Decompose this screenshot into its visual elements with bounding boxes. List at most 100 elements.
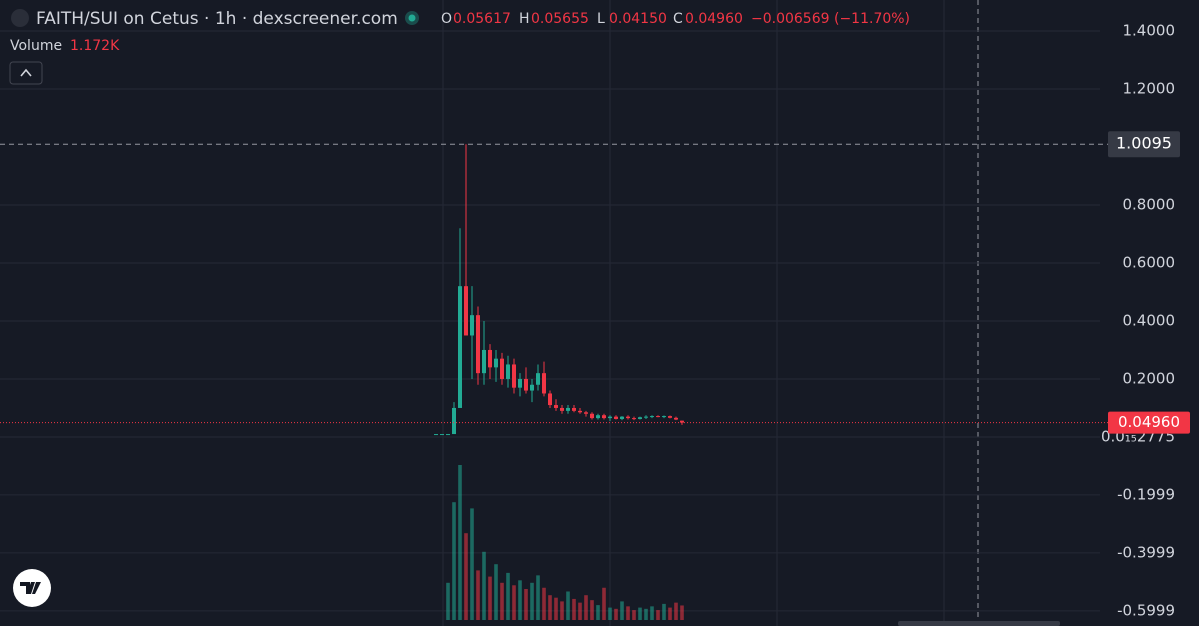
candle-body xyxy=(596,415,600,419)
candle-body xyxy=(620,416,624,419)
ohlc-value: 0.04960 xyxy=(685,11,743,27)
candle-body xyxy=(608,416,612,419)
candle-body xyxy=(560,407,564,411)
candle-body xyxy=(554,405,558,408)
volume-bar xyxy=(602,587,606,620)
candle-body xyxy=(446,434,450,436)
candle-body xyxy=(542,373,546,394)
volume-bar xyxy=(506,572,510,620)
candle-body xyxy=(632,418,636,420)
volume-bar xyxy=(590,600,594,620)
candle-body xyxy=(482,349,486,374)
ohlc-key: O xyxy=(441,11,452,27)
ohlc-key: H xyxy=(519,11,530,27)
candle-body xyxy=(524,378,528,391)
volume-bar xyxy=(644,608,648,620)
y-tick-label: -0.1999 xyxy=(1117,485,1175,503)
candle-body xyxy=(434,434,438,436)
volume-bar xyxy=(458,465,462,620)
volume-bar xyxy=(656,610,660,620)
candle-body xyxy=(572,407,576,411)
candle-body xyxy=(494,358,498,368)
volume-bar xyxy=(638,607,642,620)
volume-bar xyxy=(650,606,654,620)
y-tick-label: 0.8000 xyxy=(1123,195,1176,213)
candle-body xyxy=(506,364,510,379)
volume-bar xyxy=(464,533,468,620)
candle-body xyxy=(590,413,594,419)
volume-bar xyxy=(584,595,588,620)
candle-body xyxy=(440,434,444,436)
candle-body xyxy=(650,416,654,418)
volume-bar xyxy=(632,610,636,620)
candle-body xyxy=(680,420,684,423)
volume-bar xyxy=(560,601,564,620)
candle-body xyxy=(662,416,666,418)
volume-bar xyxy=(662,603,666,620)
candle-body xyxy=(500,358,504,379)
y-tick-label: -0.5999 xyxy=(1117,601,1175,619)
candle-body xyxy=(536,373,540,385)
volume-bar xyxy=(572,598,576,620)
candle-body xyxy=(638,417,642,419)
ohlc-value: 0.05655 xyxy=(531,11,589,27)
candle-body xyxy=(458,286,462,408)
candle-body xyxy=(602,415,606,419)
candle-body xyxy=(518,378,522,388)
last-price-box xyxy=(1108,411,1190,434)
ohlc-key: L xyxy=(597,11,605,27)
volume-bar xyxy=(482,551,486,620)
crosshair-label: 1.0095 xyxy=(1116,134,1172,153)
volume-bar xyxy=(626,606,630,620)
candle-body xyxy=(644,416,648,418)
change-value: −0.006569 (−11.70%) xyxy=(751,11,910,27)
y-tick-label: 1.4000 xyxy=(1123,22,1176,40)
volume-bar xyxy=(548,595,552,620)
candle-body xyxy=(656,416,660,418)
volume-bar xyxy=(536,575,540,620)
ohlc-key: C xyxy=(673,11,683,27)
scrollbar[interactable] xyxy=(898,621,1060,626)
candle-body xyxy=(584,412,588,414)
candle-body xyxy=(452,407,456,435)
candle-body xyxy=(626,416,630,419)
tv-logo-mark xyxy=(20,582,41,594)
plot xyxy=(0,30,1108,620)
candle-body xyxy=(464,286,468,336)
candle-body xyxy=(614,416,618,419)
ohlc-value: 0.05617 xyxy=(453,11,511,27)
volume-bar xyxy=(530,582,534,620)
ohlc-value: 0.04150 xyxy=(609,11,667,27)
volume-bar xyxy=(512,585,516,620)
y-tick-label: 0.4000 xyxy=(1123,311,1176,329)
candle-body xyxy=(488,349,492,368)
volume-bar xyxy=(680,605,684,620)
chart-title: FAITH/SUI on Cetus · 1h · dexscreener.co… xyxy=(36,9,398,29)
candle-body xyxy=(512,364,516,388)
crosshair-box xyxy=(1108,131,1180,158)
volume-bar xyxy=(614,608,618,620)
candle-body xyxy=(578,410,582,413)
y-tick-label: -0.3999 xyxy=(1117,543,1175,561)
volume-bar xyxy=(470,508,474,620)
eye-icon-dot xyxy=(408,14,416,22)
candle-body xyxy=(566,407,570,411)
candle-body xyxy=(530,384,534,391)
volume-bar xyxy=(608,607,612,620)
volume-bar xyxy=(494,564,498,620)
volume-bar xyxy=(668,607,672,620)
last-price-label: 0.04960 xyxy=(1118,413,1180,431)
volume-bar xyxy=(578,602,582,620)
y-tick-label: 1.2000 xyxy=(1123,80,1176,98)
collapse-button[interactable] xyxy=(9,61,43,85)
volume-bar xyxy=(554,597,558,620)
candle-body xyxy=(668,416,672,418)
volume-legend-value: 1.172K xyxy=(70,38,120,54)
volume-bar xyxy=(488,576,492,620)
volume-bar xyxy=(596,605,600,620)
candle-body xyxy=(470,315,474,336)
vertical-grid xyxy=(442,0,945,626)
